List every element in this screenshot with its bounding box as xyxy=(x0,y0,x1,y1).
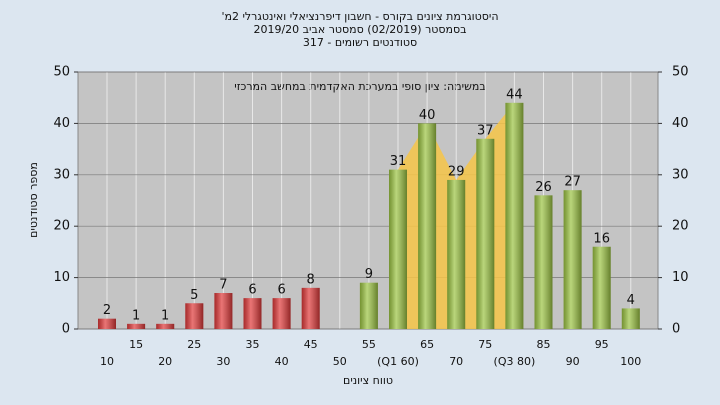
bar-shade xyxy=(301,287,320,329)
x-tick-label: 85 xyxy=(537,338,551,351)
bar-shade xyxy=(418,123,437,330)
x-tick-label: 65 xyxy=(420,338,434,351)
x-tick-label: 30 xyxy=(216,355,230,368)
bar-shade xyxy=(272,298,291,329)
value-label: 29 xyxy=(448,164,465,179)
y2-tick-label: 0 xyxy=(672,322,680,337)
x-tick-label: (Q1 60) xyxy=(377,355,419,368)
y-axis-label: מספר סטודנטים xyxy=(27,162,40,238)
y-tick-label: 40 xyxy=(53,116,70,131)
x-tick-label: 35 xyxy=(246,338,260,351)
value-label: 16 xyxy=(593,231,610,246)
bar-shade xyxy=(214,293,233,329)
value-label: 6 xyxy=(277,283,285,298)
bar-shade xyxy=(592,246,611,329)
x-tick-label: 45 xyxy=(304,338,318,351)
bar-shade xyxy=(185,303,204,329)
bar-shade xyxy=(243,298,262,329)
y2-tick-label: 50 xyxy=(672,65,689,80)
x-tick-label: 15 xyxy=(129,338,143,351)
y2-tick-label: 10 xyxy=(672,270,689,285)
y2-tick-label: 40 xyxy=(672,116,689,131)
y-tick-label: 20 xyxy=(53,219,70,234)
value-label: 9 xyxy=(365,267,373,282)
value-label: 5 xyxy=(190,288,198,303)
bar-shade xyxy=(476,138,495,329)
value-label: 2 xyxy=(103,303,111,318)
bar-shade xyxy=(505,102,524,329)
value-label: 6 xyxy=(248,283,256,298)
y2-tick-label: 30 xyxy=(672,167,689,182)
x-tick-label: 10 xyxy=(100,355,114,368)
bar-shade xyxy=(621,308,640,329)
x-tick-label: 50 xyxy=(333,355,347,368)
chart-subtitle: בסמסטר (02/2019) סמסטר אביב 2019/20 xyxy=(253,23,466,36)
value-label: 8 xyxy=(307,272,315,287)
value-label: 40 xyxy=(419,108,436,123)
chart-title: היסטוגרמת ציונים בקורס - חשבון דיפרנציאל… xyxy=(221,10,498,23)
annotation: במשימה: ציון סופי במערכת האקדמית במחשב ה… xyxy=(234,80,485,93)
bar-shade xyxy=(156,323,175,329)
x-tick-label: (Q3 80) xyxy=(494,355,536,368)
x-tick-label: 75 xyxy=(478,338,492,351)
chart-subtitle: סטודנטים רשומים - 317 xyxy=(303,36,417,49)
y-tick-label: 0 xyxy=(62,322,70,337)
y-tick-label: 10 xyxy=(53,270,70,285)
value-label: 4 xyxy=(627,293,635,308)
bar-shade xyxy=(127,323,146,329)
y2-tick-label: 20 xyxy=(672,219,689,234)
x-tick-label: 90 xyxy=(566,355,580,368)
bar-shade xyxy=(98,318,116,329)
value-label: 1 xyxy=(161,308,169,323)
value-label: 7 xyxy=(219,278,227,293)
value-label: 44 xyxy=(506,87,523,102)
value-label: 1 xyxy=(132,308,140,323)
bar-shade xyxy=(534,195,553,329)
y-tick-label: 50 xyxy=(53,65,70,80)
bar-shade xyxy=(389,169,407,329)
x-tick-label: 25 xyxy=(187,338,201,351)
value-label: 27 xyxy=(564,175,581,190)
bar-shade xyxy=(359,282,378,329)
x-tick-label: 95 xyxy=(595,338,609,351)
x-tick-label: 70 xyxy=(449,355,463,368)
value-label: 26 xyxy=(535,180,552,195)
x-tick-label: 55 xyxy=(362,338,376,351)
value-label: 37 xyxy=(477,123,494,138)
value-label: 31 xyxy=(390,154,407,169)
x-tick-label: 20 xyxy=(158,355,172,368)
x-tick-label: 100 xyxy=(620,355,641,368)
bar-shade xyxy=(563,190,582,329)
y-tick-label: 30 xyxy=(53,167,70,182)
bar-shade xyxy=(447,179,466,329)
x-tick-label: 40 xyxy=(275,355,289,368)
x-axis-label: טווח ציונים xyxy=(343,374,393,387)
